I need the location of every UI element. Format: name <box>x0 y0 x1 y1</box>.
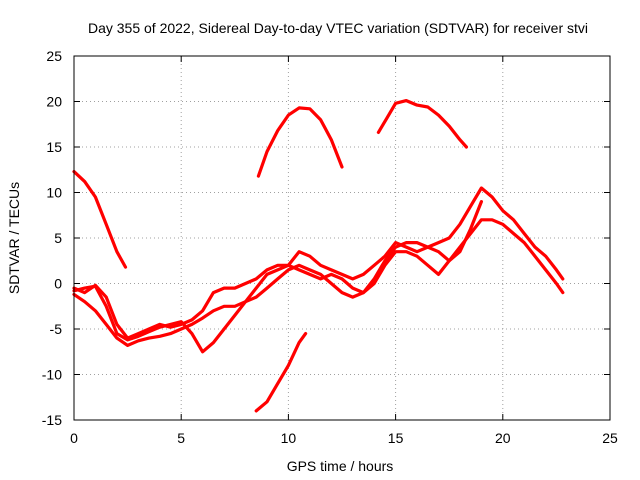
series-line-arc-g <box>72 200 483 354</box>
data-series <box>72 98 565 413</box>
x-tick-label: 10 <box>281 430 297 446</box>
chart-title: Day 355 of 2022, Sidereal Day-to-day VTE… <box>88 20 588 36</box>
x-tick-label: 15 <box>388 430 404 446</box>
series-line-arc-d <box>254 332 308 413</box>
series-line-arc-b <box>256 106 344 178</box>
y-axis-label: SDTVAR / TECUs <box>6 182 22 294</box>
series-line-arc-a <box>72 170 128 269</box>
x-axis-label: GPS time / hours <box>287 458 394 474</box>
y-tick-label: -10 <box>42 367 62 383</box>
y-tick-label: 5 <box>54 230 62 246</box>
series-line-arc-c <box>376 98 468 149</box>
axis-ticks <box>73 55 611 421</box>
x-tick-label: 5 <box>177 430 185 446</box>
y-tick-label: 10 <box>46 185 62 201</box>
y-tick-label: 0 <box>54 276 62 292</box>
x-tick-label: 0 <box>70 430 78 446</box>
y-tick-label: 20 <box>46 94 62 110</box>
x-tick-label: 25 <box>602 430 618 446</box>
x-tick-label: 20 <box>495 430 511 446</box>
y-tick-label: -5 <box>50 321 63 337</box>
y-tick-label: 25 <box>46 48 62 64</box>
y-tick-label: 15 <box>46 139 62 155</box>
tick-labels: 0 5 10 15 20 25 -15 -10 -5 0 5 10 15 20 25 <box>42 48 618 446</box>
series-line-arc-e <box>72 186 565 340</box>
series-line-arc-f <box>72 218 565 347</box>
y-tick-label: -15 <box>42 412 62 428</box>
